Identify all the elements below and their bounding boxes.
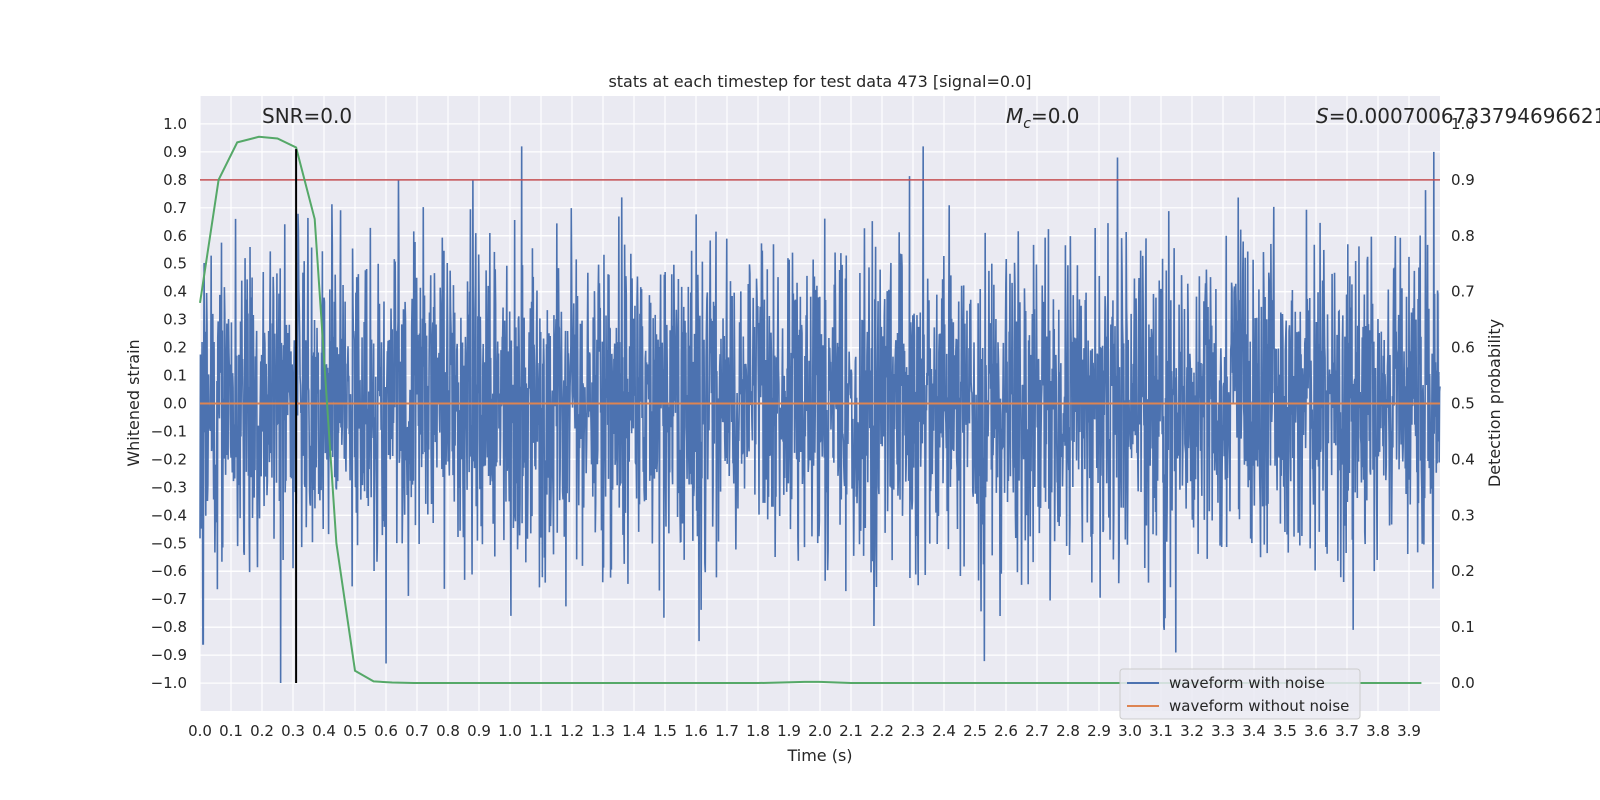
s-value: =0.0007006733794696621 bbox=[1329, 104, 1600, 128]
x-tick-label: 2.4 bbox=[932, 722, 956, 740]
x-tick-label: 1.7 bbox=[715, 722, 739, 740]
chart-title: stats at each timestep for test data 473… bbox=[608, 72, 1031, 91]
x-tick-label: 3.1 bbox=[1149, 722, 1173, 740]
x-tick-label: 2.9 bbox=[1087, 722, 1111, 740]
s-symbol: S bbox=[1316, 104, 1329, 128]
x-tick-label: 1.0 bbox=[498, 722, 522, 740]
y-tick-label: −0.4 bbox=[151, 506, 187, 524]
x-tick-label: 0.6 bbox=[374, 722, 398, 740]
mc-value: =0.0 bbox=[1031, 104, 1080, 128]
x-tick-label: 2.7 bbox=[1025, 722, 1049, 740]
y-tick-label: 0.3 bbox=[163, 311, 187, 329]
mc-symbol: M bbox=[1006, 104, 1023, 128]
y-right-tick-label: 0.0 bbox=[1451, 674, 1475, 692]
x-tick-label: 3.3 bbox=[1211, 722, 1235, 740]
x-tick-label: 0.0 bbox=[188, 722, 212, 740]
x-tick-label: 2.3 bbox=[901, 722, 925, 740]
x-tick-label: 1.9 bbox=[777, 722, 801, 740]
mc-subscript: c bbox=[1023, 116, 1031, 132]
y-tick-label: −0.9 bbox=[151, 646, 187, 664]
x-tick-label: 3.0 bbox=[1118, 722, 1142, 740]
y-tick-label: −0.8 bbox=[151, 618, 187, 636]
x-tick-label: 0.8 bbox=[436, 722, 460, 740]
y-right-tick-label: 0.5 bbox=[1451, 395, 1475, 413]
y-tick-label: −0.5 bbox=[151, 534, 187, 552]
y-tick-label: −1.0 bbox=[151, 674, 187, 692]
x-tick-label: 1.3 bbox=[591, 722, 615, 740]
x-axis-label: Time (s) bbox=[786, 746, 852, 765]
y-tick-label: 0.8 bbox=[163, 171, 187, 189]
y-right-tick-label: 0.7 bbox=[1451, 283, 1475, 301]
x-tick-label: 1.6 bbox=[684, 722, 708, 740]
y-tick-label: 0.5 bbox=[163, 255, 187, 273]
y-right-tick-label: 0.8 bbox=[1451, 227, 1475, 245]
y-tick-label: 0.1 bbox=[163, 367, 187, 385]
x-tick-label: 2.2 bbox=[870, 722, 894, 740]
detection-probability-line bbox=[199, 135, 1422, 685]
x-tick-label: 0.4 bbox=[312, 722, 336, 740]
x-tick-label: 2.8 bbox=[1056, 722, 1080, 740]
legend-label-with-noise: waveform with noise bbox=[1169, 674, 1325, 692]
x-tick-label: 2.5 bbox=[963, 722, 987, 740]
y-tick-label: 0.2 bbox=[163, 339, 187, 357]
x-tick-label: 2.6 bbox=[994, 722, 1018, 740]
y-tick-label: −0.3 bbox=[151, 478, 187, 496]
y-right-tick-label: 0.6 bbox=[1451, 339, 1475, 357]
x-tick-label: 3.5 bbox=[1273, 722, 1297, 740]
y-tick-label: 0.9 bbox=[163, 143, 187, 161]
y-right-axis-label: Detection probability bbox=[1485, 319, 1504, 487]
series-layer bbox=[199, 135, 1441, 685]
y-tick-label: −0.2 bbox=[151, 450, 187, 468]
x-tick-label: 1.4 bbox=[622, 722, 646, 740]
x-tick-label: 3.6 bbox=[1304, 722, 1328, 740]
y-right-tick-label: 0.1 bbox=[1451, 618, 1475, 636]
x-tick-label: 3.7 bbox=[1335, 722, 1359, 740]
y-right-tick-label: 0.9 bbox=[1451, 171, 1475, 189]
x-tick-label: 0.9 bbox=[467, 722, 491, 740]
y-tick-label: 1.0 bbox=[163, 115, 187, 133]
x-tick-label: 3.8 bbox=[1366, 722, 1390, 740]
y-right-tick-label: 0.3 bbox=[1451, 506, 1475, 524]
x-tick-label: 1.2 bbox=[560, 722, 584, 740]
x-tick-label: 1.5 bbox=[653, 722, 677, 740]
y-right-tick-label: 0.2 bbox=[1451, 562, 1475, 580]
x-tick-label: 3.9 bbox=[1397, 722, 1421, 740]
ticks: 0.0 0.1 0.2 0.3 0.4 0.5 0.6 0.7 0.8 0.9 1.0 1.1 1.2 1… bbox=[151, 115, 1475, 740]
y-tick-label: −0.1 bbox=[151, 422, 187, 440]
x-tick-label: 0.2 bbox=[250, 722, 274, 740]
y-tick-label: 0.6 bbox=[163, 227, 187, 245]
legend: waveform with noise waveform without noi… bbox=[1119, 668, 1361, 720]
y-axis-label: Whitened strain bbox=[124, 339, 143, 466]
legend-box bbox=[1119, 668, 1361, 720]
x-tick-label: 0.3 bbox=[281, 722, 305, 740]
y-right-tick-label: 0.4 bbox=[1451, 450, 1475, 468]
y-tick-label: 0.4 bbox=[163, 283, 187, 301]
y-tick-label: −0.7 bbox=[151, 590, 187, 608]
y-tick-label: 0.7 bbox=[163, 199, 187, 217]
snr-annotation: SNR=0.0 bbox=[262, 104, 352, 128]
y-right-tick-label: 1.0 bbox=[1451, 115, 1475, 133]
x-tick-label: 3.4 bbox=[1242, 722, 1266, 740]
x-tick-label: 0.7 bbox=[405, 722, 429, 740]
y-tick-label: 0.0 bbox=[163, 395, 187, 413]
y-tick-label: −0.6 bbox=[151, 562, 187, 580]
x-tick-label: 2.0 bbox=[808, 722, 832, 740]
x-tick-label: 2.1 bbox=[839, 722, 863, 740]
legend-label-without-noise: waveform without noise bbox=[1169, 697, 1349, 715]
mc-annotation: Mc=0.0 bbox=[1006, 104, 1080, 132]
x-tick-label: 0.1 bbox=[219, 722, 243, 740]
x-tick-label: 1.1 bbox=[529, 722, 553, 740]
series-waveform-with-noise bbox=[199, 146, 1441, 684]
x-tick-label: 1.8 bbox=[746, 722, 770, 740]
s-annotation: S=0.0007006733794696621 bbox=[1316, 104, 1600, 128]
x-tick-label: 0.5 bbox=[343, 722, 367, 740]
x-tick-label: 3.2 bbox=[1180, 722, 1204, 740]
